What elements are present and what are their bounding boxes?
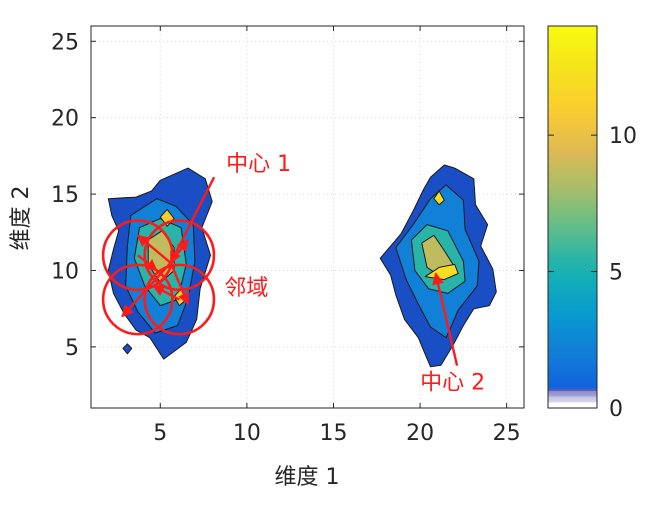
x-tick-label: 15 — [319, 421, 347, 446]
neighborhood-arrow-5 — [137, 254, 158, 272]
y-tick-label: 5 — [65, 336, 79, 361]
neighborhood-arrow-1 — [136, 234, 172, 264]
colorbar-ticks: 0 5 10 — [548, 124, 637, 422]
y-tick-label: 20 — [51, 107, 79, 132]
annotation-label-2: 中心 2 — [420, 371, 485, 396]
y-tick-label: 25 — [51, 30, 79, 55]
colorbar-tick-label: 5 — [609, 261, 623, 286]
annotations: 中心 1 中心 2 邻域 — [169, 152, 485, 396]
x-axis-label: 维度 1 — [275, 465, 340, 490]
annotation-label-1: 中心 1 — [226, 152, 291, 177]
colorbar-tick-label: 10 — [609, 124, 637, 149]
neighborhood-arrow-4 — [169, 262, 190, 306]
contour-level-12-cluster-2 — [433, 190, 445, 206]
y-axis-ticks: 5 10 15 20 25 — [51, 30, 524, 361]
y-tick-label: 10 — [51, 259, 79, 284]
annotation-label-3: 邻域 — [224, 276, 268, 301]
neighborhood-arrow-3 — [121, 262, 172, 318]
plot-frame — [90, 25, 525, 409]
neighborhood-arrow-6 — [152, 284, 180, 301]
y-tick-label: 15 — [51, 183, 79, 208]
x-tick-label: 25 — [493, 421, 521, 446]
x-tick-label: 10 — [233, 421, 261, 446]
annotation-arrow-1 — [169, 176, 216, 264]
neighborhood-circle-4 — [143, 263, 216, 336]
neighborhood-circle-2 — [143, 219, 216, 292]
x-tick-label: 20 — [406, 421, 434, 446]
colorbar-tick-label: 0 — [609, 397, 623, 422]
neighborhood-circle-3 — [101, 263, 174, 336]
colorbar — [547, 25, 598, 409]
annotation-arrow-2 — [432, 272, 459, 366]
x-axis-ticks: 5 10 15 20 25 — [153, 26, 521, 446]
y-axis-label: 维度 2 — [9, 186, 34, 251]
contour-level-1-cluster-3 — [122, 343, 133, 355]
x-tick-label: 5 — [153, 421, 167, 446]
